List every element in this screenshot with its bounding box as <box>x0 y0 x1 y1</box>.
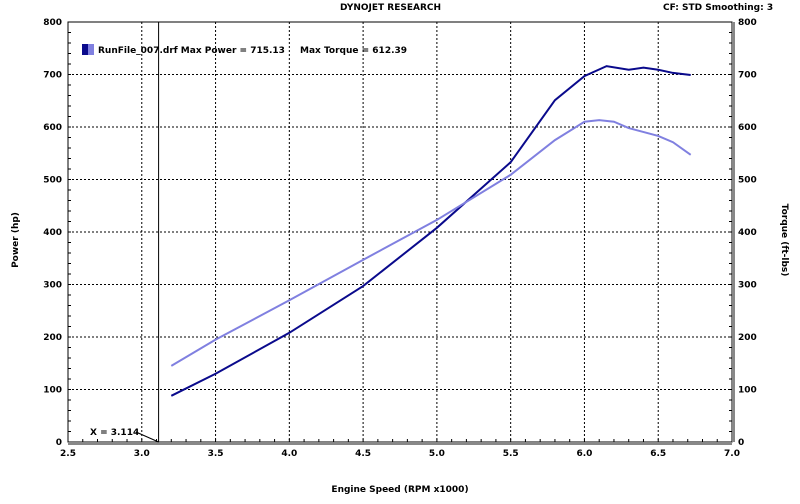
y-tick-label: 400 <box>43 228 62 238</box>
y-axis-label: Power (hp) <box>11 212 21 268</box>
y-tick-label: 200 <box>43 333 62 343</box>
y2-tick-label: 700 <box>738 71 757 81</box>
cursor-leader <box>135 431 159 443</box>
bottom-axis-shadow <box>68 442 732 445</box>
x-tick-label: 3.5 <box>208 449 224 459</box>
y2-tick-label: 600 <box>738 123 757 133</box>
legend-swatch-torque <box>88 44 94 55</box>
x-tick-label: 7.0 <box>724 449 740 459</box>
series-torque-line <box>170 119 692 367</box>
chart-title: DYNOJET RESEARCH <box>340 3 442 13</box>
y2-tick-label: 400 <box>738 228 757 238</box>
y2-tick-label: 300 <box>738 281 757 291</box>
x-tick-label: 6.0 <box>576 449 592 459</box>
legend-text: RunFile_007.drf Max Power = 715.13 <box>98 46 285 56</box>
x-tick-label: 5.5 <box>503 449 519 459</box>
right-axis-shadow <box>732 22 735 442</box>
y2-tick-label: 0 <box>738 438 744 448</box>
y2-tick-label: 100 <box>738 386 757 396</box>
x-axis-label: Engine Speed (RPM x1000) <box>331 485 468 495</box>
y2-axis-label: Torque (ft-lbs) <box>779 204 789 277</box>
legend-swatch-power <box>82 44 88 55</box>
y-tick-label: 500 <box>43 176 62 186</box>
series-power-line <box>170 65 691 397</box>
y-tick-label: 0 <box>56 438 62 448</box>
y2-tick-label: 200 <box>738 333 757 343</box>
cursor-label: X = 3.114 <box>90 428 139 438</box>
y-tick-label: 300 <box>43 281 62 291</box>
y-tick-label: 100 <box>43 386 62 396</box>
x-tick-label: 4.5 <box>355 449 371 459</box>
y-tick-label: 700 <box>43 71 62 81</box>
x-tick-label: 5.0 <box>429 449 445 459</box>
x-tick-label: 3.0 <box>134 449 150 459</box>
x-tick-label: 6.5 <box>650 449 666 459</box>
y2-tick-label: 500 <box>738 176 757 186</box>
chart-settings: CF: STD Smoothing: 3 <box>663 3 774 13</box>
legend-max-torque: Max Torque = 612.39 <box>300 46 407 56</box>
y-tick-label: 600 <box>43 123 62 133</box>
x-tick-label: 4.0 <box>281 449 297 459</box>
y-tick-label: 800 <box>43 18 62 28</box>
y2-tick-label: 800 <box>738 18 757 28</box>
x-tick-label: 2.5 <box>60 449 76 459</box>
